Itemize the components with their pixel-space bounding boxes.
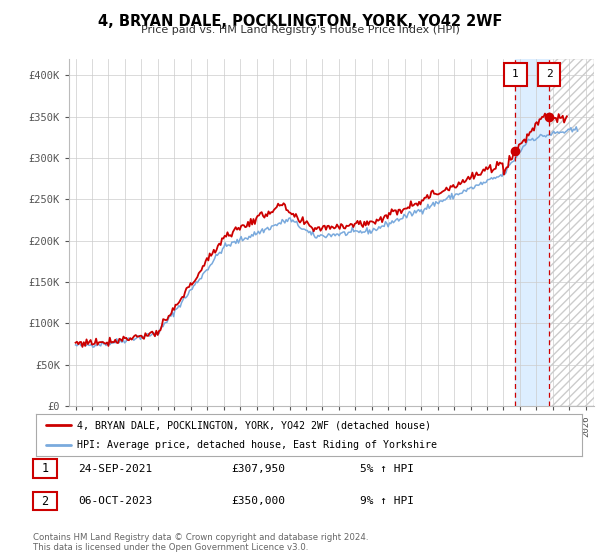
Text: Contains HM Land Registry data © Crown copyright and database right 2024.: Contains HM Land Registry data © Crown c…: [33, 533, 368, 542]
Text: 24-SEP-2021: 24-SEP-2021: [78, 464, 152, 474]
Bar: [549, 59, 594, 406]
Bar: [515, 59, 549, 406]
Text: 9% ↑ HPI: 9% ↑ HPI: [360, 496, 414, 506]
Text: 2: 2: [41, 494, 49, 508]
Text: £307,950: £307,950: [231, 464, 285, 474]
Text: 4, BRYAN DALE, POCKLINGTON, YORK, YO42 2WF: 4, BRYAN DALE, POCKLINGTON, YORK, YO42 2…: [98, 14, 502, 29]
Text: Price paid vs. HM Land Registry's House Price Index (HPI): Price paid vs. HM Land Registry's House …: [140, 25, 460, 35]
Text: 2: 2: [545, 69, 553, 80]
Text: 1: 1: [41, 462, 49, 475]
Text: This data is licensed under the Open Government Licence v3.0.: This data is licensed under the Open Gov…: [33, 543, 308, 552]
Text: 5% ↑ HPI: 5% ↑ HPI: [360, 464, 414, 474]
Text: HPI: Average price, detached house, East Riding of Yorkshire: HPI: Average price, detached house, East…: [77, 441, 437, 450]
Text: 06-OCT-2023: 06-OCT-2023: [78, 496, 152, 506]
Text: £350,000: £350,000: [231, 496, 285, 506]
Text: 1: 1: [512, 69, 519, 80]
Text: 4, BRYAN DALE, POCKLINGTON, YORK, YO42 2WF (detached house): 4, BRYAN DALE, POCKLINGTON, YORK, YO42 2…: [77, 421, 431, 430]
